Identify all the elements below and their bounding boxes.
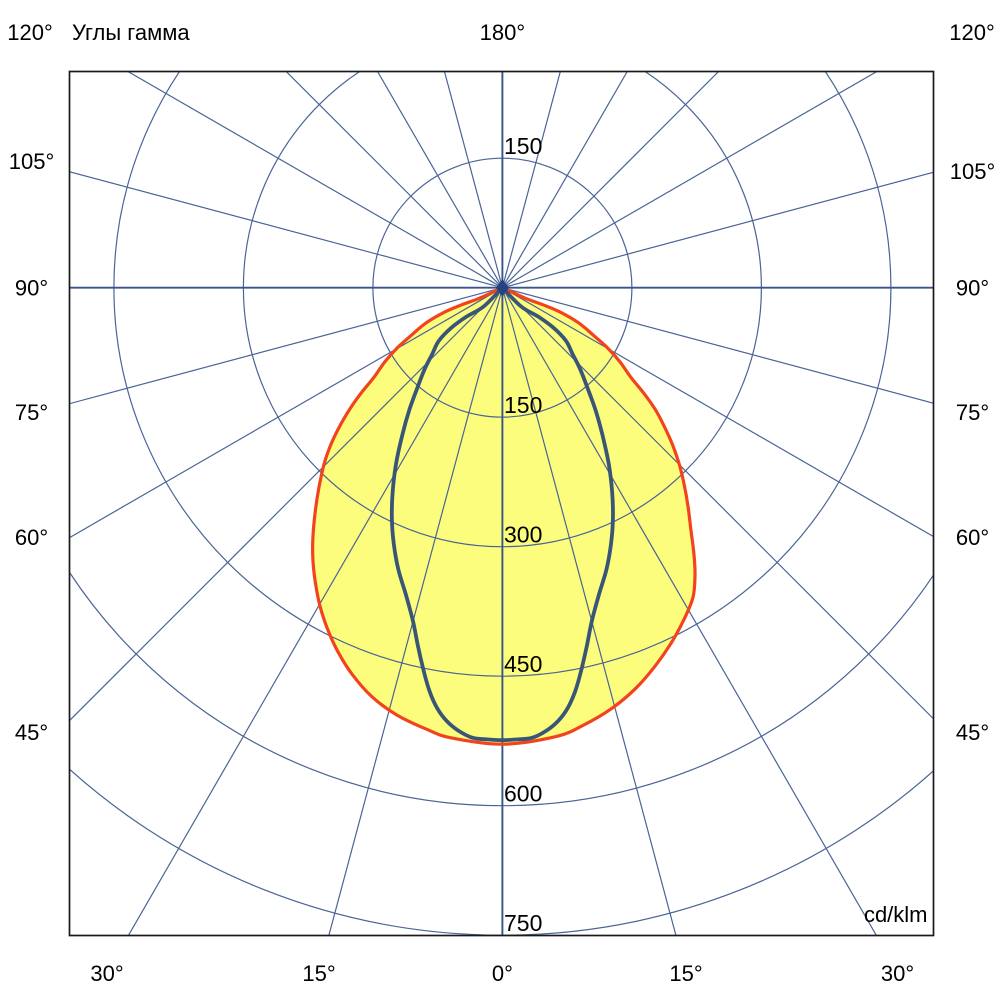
- svg-text:0°: 0°: [492, 961, 513, 986]
- svg-text:300: 300: [504, 522, 542, 548]
- svg-text:30°: 30°: [881, 961, 914, 986]
- svg-text:45°: 45°: [15, 720, 48, 745]
- svg-text:180°: 180°: [480, 20, 526, 45]
- svg-text:15°: 15°: [302, 961, 335, 986]
- svg-text:15°: 15°: [669, 961, 702, 986]
- svg-text:75°: 75°: [956, 400, 989, 425]
- svg-text:60°: 60°: [956, 525, 989, 550]
- svg-text:60°: 60°: [15, 525, 48, 550]
- svg-text:150: 150: [504, 392, 542, 418]
- svg-text:120°: 120°: [7, 20, 53, 45]
- svg-text:45°: 45°: [956, 720, 989, 745]
- svg-text:450: 450: [504, 651, 542, 677]
- svg-text:90°: 90°: [956, 276, 989, 301]
- svg-text:cd/klm: cd/klm: [864, 902, 928, 927]
- svg-text:Углы гамма: Углы гамма: [72, 20, 190, 45]
- svg-text:600: 600: [504, 781, 542, 807]
- svg-text:105°: 105°: [9, 149, 55, 174]
- svg-text:150: 150: [504, 133, 542, 159]
- svg-text:75°: 75°: [15, 400, 48, 425]
- svg-text:120°: 120°: [949, 20, 995, 45]
- svg-text:750: 750: [504, 910, 542, 936]
- svg-text:90°: 90°: [15, 276, 48, 301]
- svg-text:30°: 30°: [90, 961, 123, 986]
- svg-text:105°: 105°: [950, 159, 996, 184]
